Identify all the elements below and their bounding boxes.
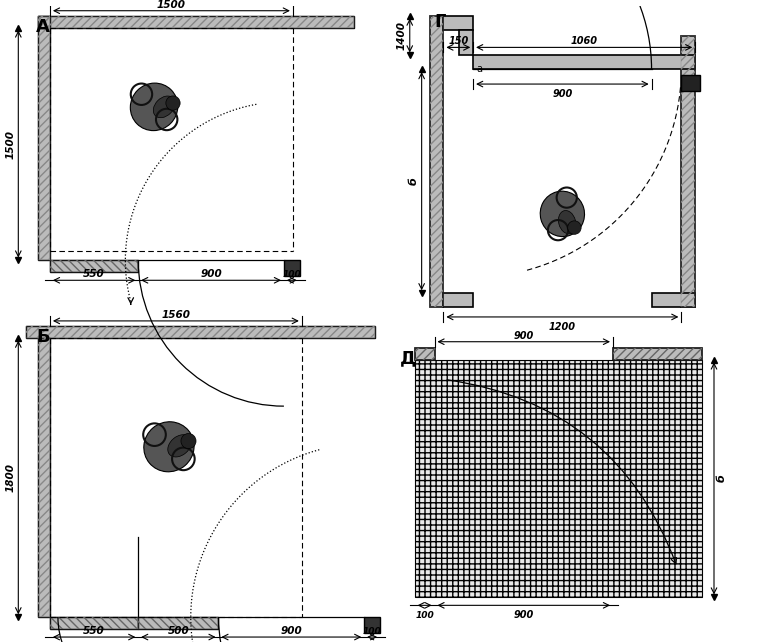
Ellipse shape [144, 422, 194, 472]
Text: 900: 900 [280, 626, 303, 636]
Text: 900: 900 [513, 331, 534, 341]
Text: 900: 900 [200, 270, 222, 279]
Bar [444, 15, 473, 30]
Text: а: а [476, 64, 482, 74]
Text: 1500: 1500 [5, 130, 15, 159]
Text: Г: Г [434, 13, 446, 31]
Text: б: б [717, 474, 727, 482]
Text: 550: 550 [83, 270, 105, 279]
Text: 100: 100 [283, 270, 301, 279]
Bar [38, 338, 50, 617]
Circle shape [181, 433, 196, 449]
Bar [26, 326, 375, 338]
Text: 100: 100 [363, 627, 381, 636]
Bar [681, 35, 696, 307]
Text: б: б [409, 177, 419, 185]
Text: 900: 900 [552, 89, 572, 99]
Bar [50, 261, 138, 272]
Bar [284, 261, 300, 276]
Bar [652, 293, 696, 307]
Bar [681, 35, 696, 307]
Text: 1800: 1800 [5, 463, 15, 492]
Ellipse shape [153, 96, 175, 117]
Text: 900: 900 [513, 611, 534, 620]
Text: 1060: 1060 [571, 37, 597, 46]
Bar [444, 293, 473, 307]
Bar [414, 348, 434, 360]
Bar [138, 617, 218, 629]
Text: А: А [36, 18, 50, 36]
Text: 100: 100 [415, 611, 434, 620]
Bar [430, 15, 444, 307]
Text: 500: 500 [168, 626, 189, 636]
Bar [38, 338, 50, 617]
Text: 1400: 1400 [397, 21, 407, 50]
Bar [50, 617, 138, 629]
Bar [414, 348, 434, 360]
Bar [138, 617, 218, 629]
Bar [50, 617, 138, 629]
Bar [414, 360, 702, 598]
Text: 1500: 1500 [157, 0, 186, 10]
Ellipse shape [168, 435, 192, 457]
Bar [50, 261, 138, 272]
Bar [364, 617, 380, 633]
Text: 1560: 1560 [162, 310, 191, 320]
Bar [613, 348, 702, 360]
Text: 550: 550 [83, 626, 105, 636]
Ellipse shape [558, 211, 576, 234]
Bar [26, 326, 375, 338]
Bar [38, 15, 50, 261]
Text: Д: Д [400, 350, 416, 368]
Circle shape [568, 221, 581, 234]
Text: 1200: 1200 [549, 322, 576, 332]
Bar [430, 15, 444, 307]
Ellipse shape [540, 191, 584, 237]
Ellipse shape [130, 83, 178, 130]
Bar [38, 15, 50, 261]
Bar [613, 348, 702, 360]
Bar [681, 75, 700, 91]
Text: 150: 150 [448, 37, 469, 46]
Text: Б: Б [36, 328, 50, 346]
Bar [38, 15, 354, 28]
Bar [38, 15, 354, 28]
Bar [460, 30, 473, 55]
Bar [473, 55, 696, 69]
Circle shape [166, 96, 180, 110]
